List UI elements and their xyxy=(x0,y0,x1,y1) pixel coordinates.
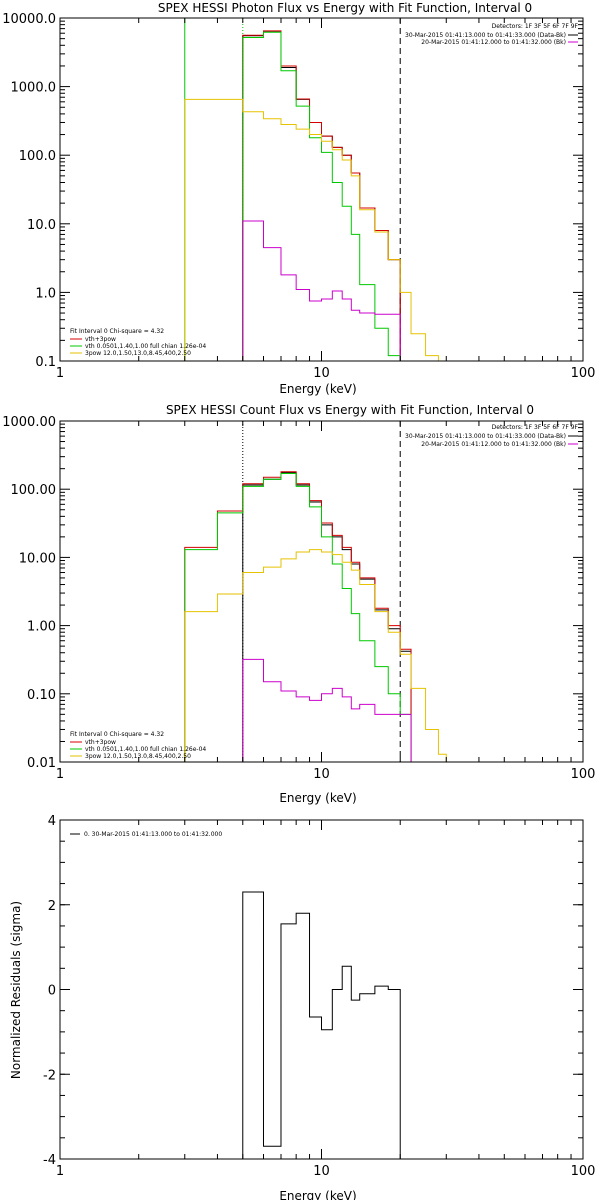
photon-flux-y-tick-label: 1.0 xyxy=(35,286,56,301)
count-flux-y-tick-label: 0.01 xyxy=(27,756,56,771)
residuals-y-tick-label: -2 xyxy=(43,1068,56,1083)
photon-flux-legend-entry-1: vth+3pow xyxy=(70,336,116,343)
count-flux-x-tick-label: 1 xyxy=(56,767,64,782)
svg-text:0. 30-Mar-2015 01:41:13.000 to: 0. 30-Mar-2015 01:41:13.000 to 01:41:32.… xyxy=(84,831,222,838)
photon-flux-series-1 xyxy=(242,30,401,361)
photon-flux-data-interval: 30-Mar-2015 01:41:13.000 to 01:41:33.000… xyxy=(405,32,566,39)
photon-flux-y-tick-label: 100.0 xyxy=(19,149,56,164)
residuals-y-tick-label: 2 xyxy=(48,899,56,914)
count-flux-axes-frame xyxy=(59,420,584,763)
count-flux-y-tick-label: 100.00 xyxy=(11,483,57,498)
count-flux-detectors: Detectors: 1F 3F 5F 6F 7F 9F xyxy=(492,424,579,431)
count-flux-series-2 xyxy=(184,471,412,762)
photon-flux-legend-title: Fit Interval 0 Chi-square = 4.32 xyxy=(70,328,164,335)
count-flux-plot-area xyxy=(184,421,447,762)
photon-flux-y-tick-label: 10000.0 xyxy=(2,12,56,27)
photon-flux-detectors: Detectors: 1F 3F 5F 6F 7F 9F xyxy=(492,23,579,30)
count-flux-data-interval: 30-Mar-2015 01:41:13.000 to 01:41:33.000… xyxy=(405,433,566,440)
count-flux-x-tick-label: 100 xyxy=(571,767,596,782)
svg-text:vth 0.0501,1.40,1.00 full chi: vth 0.0501,1.40,1.00 full chian 1.26e-04 xyxy=(85,343,206,350)
residuals-x-tick-label: 10 xyxy=(313,1164,330,1179)
photon-flux-bk-interval: 20-Mar-2015 01:41:12.000 to 01:41:32.000… xyxy=(421,39,566,46)
photon-flux-panel: SPEX HESSI Photon Flux vs Energy with Fi… xyxy=(2,1,595,396)
photon-flux-plot-area xyxy=(184,18,447,361)
residuals-legend-entry: 0. 30-Mar-2015 01:41:13.000 to 01:41:32.… xyxy=(70,831,222,838)
residuals-ylabel: Normalized Residuals (sigma) xyxy=(9,901,23,1079)
residuals-axes-frame xyxy=(59,819,584,1160)
count-flux-y-tick-label: 1000.00 xyxy=(2,415,56,430)
photon-flux-axes-frame xyxy=(59,17,584,362)
residuals-x-tick-label: 1 xyxy=(56,1164,64,1179)
count-flux-panel: SPEX HESSI Count Flux vs Energy with Fit… xyxy=(2,403,595,805)
count-flux-series-4 xyxy=(184,549,447,762)
count-flux-x-tick-label: 10 xyxy=(313,767,330,782)
svg-text:3pow 12.0,1.50,13.0,8.45,400,2: 3pow 12.0,1.50,13.0,8.45,400,2.50 xyxy=(85,753,191,760)
svg-text:vth+3pow: vth+3pow xyxy=(85,739,116,746)
svg-text:vth 0.0501,1.40,1.00 full chi: vth 0.0501,1.40,1.00 full chian 1.26e-04 xyxy=(85,746,206,753)
count-flux-legend-entry-1: vth+3pow xyxy=(70,739,116,746)
count-flux-legend-title: Fit Interval 0 Chi-square = 4.32 xyxy=(70,731,164,738)
svg-text:3pow 12.0,1.50,13.0,8.45,400,2: 3pow 12.0,1.50,13.0,8.45,400,2.50 xyxy=(85,350,191,357)
residuals-series-1 xyxy=(242,891,401,1159)
residuals-plot-area xyxy=(242,891,401,1159)
photon-flux-x-tick-label: 100 xyxy=(571,366,596,381)
count-flux-xlabel: Energy (keV) xyxy=(279,791,356,805)
residuals-y-tick-label: 0 xyxy=(48,984,56,999)
count-flux-series-5 xyxy=(242,658,412,762)
count-flux-title: SPEX HESSI Count Flux vs Energy with Fit… xyxy=(166,403,534,417)
photon-flux-series-5 xyxy=(242,220,401,361)
residuals-y-tick-label: -4 xyxy=(43,1153,56,1168)
photon-flux-y-tick-label: 0.1 xyxy=(35,355,56,370)
residuals-y-tick-label: 4 xyxy=(48,814,56,829)
svg-text:vth+3pow: vth+3pow xyxy=(85,336,116,343)
count-flux-y-tick-label: 0.10 xyxy=(27,688,56,703)
photon-flux-y-tick-label: 10.0 xyxy=(27,218,56,233)
residuals-panel: 1 10 100 -4 -2 0 2 4 Energy (keV) Normalized Re… xyxy=(9,814,595,1200)
photon-flux-series-3 xyxy=(242,31,401,361)
residuals-x-tick-label: 100 xyxy=(571,1164,596,1179)
photon-flux-x-tick-label: 1 xyxy=(56,366,64,381)
photon-flux-x-tick-label: 10 xyxy=(313,366,330,381)
count-flux-y-tick-label: 10.00 xyxy=(19,551,56,566)
count-flux-series-1 xyxy=(242,472,412,762)
photon-flux-series-2 xyxy=(242,30,401,361)
photon-flux-series-4 xyxy=(184,98,447,361)
photon-flux-y-tick-label: 1000.0 xyxy=(11,81,57,96)
count-flux-legend-entry-2: vth 0.0501,1.40,1.00 full chian 1.26e-04 xyxy=(70,746,206,753)
residuals-xlabel: Energy (keV) xyxy=(279,1189,356,1200)
photon-flux-xlabel: Energy (keV) xyxy=(279,382,356,396)
photon-flux-legend-entry-2: vth 0.0501,1.40,1.00 full chian 1.26e-04 xyxy=(70,343,206,350)
count-flux-legend-entry-3: 3pow 12.0,1.50,13.0,8.45,400,2.50 xyxy=(70,753,191,760)
photon-flux-legend-entry-3: 3pow 12.0,1.50,13.0,8.45,400,2.50 xyxy=(70,350,191,357)
count-flux-y-tick-label: 1.00 xyxy=(27,620,56,635)
count-flux-series-3 xyxy=(184,472,412,762)
photon-flux-title: SPEX HESSI Photon Flux vs Energy with Fi… xyxy=(158,1,532,15)
count-flux-bk-interval: 20-Mar-2015 01:41:12.000 to 01:41:32.000… xyxy=(421,441,566,448)
